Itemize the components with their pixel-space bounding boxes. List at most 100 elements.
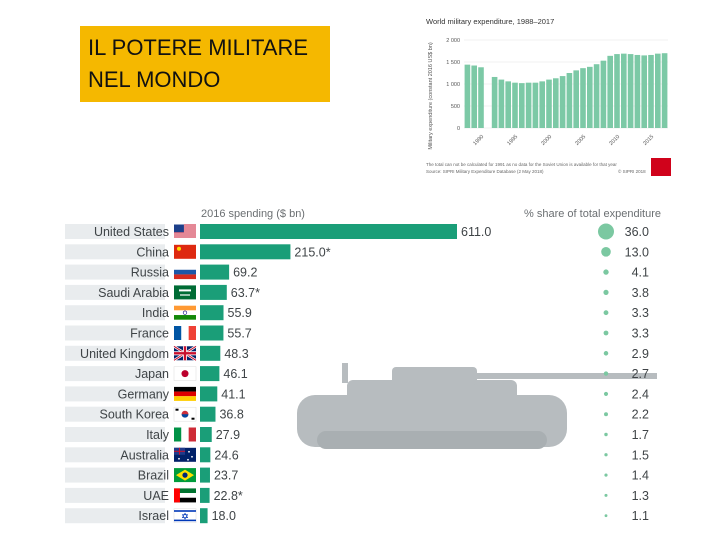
south-korea-flag-icon bbox=[173, 406, 197, 422]
spending-value-label: 18.0 bbox=[212, 509, 236, 523]
spending-bar bbox=[200, 244, 291, 260]
spending-bar bbox=[200, 467, 210, 483]
spending-value-label: 46.1 bbox=[223, 367, 247, 381]
share-value-label: 2.2 bbox=[632, 408, 649, 422]
spending-value-label: 611.0 bbox=[461, 225, 491, 239]
country-label: United Kingdom bbox=[80, 347, 169, 361]
spending-value-label: 23.7 bbox=[214, 469, 238, 483]
mini-bar bbox=[621, 53, 627, 128]
share-header: % share of total expenditure bbox=[524, 208, 661, 220]
title-line-1: IL POTERE MILITARE bbox=[88, 35, 309, 60]
mini-bar bbox=[491, 76, 498, 128]
mini-bar bbox=[532, 82, 539, 128]
mini-bar bbox=[566, 73, 573, 128]
country-label-bg bbox=[65, 284, 165, 300]
spending-bar bbox=[200, 264, 230, 280]
share-circle bbox=[603, 269, 609, 275]
israel-flag-icon bbox=[173, 508, 197, 523]
share-value-label: 3.3 bbox=[632, 306, 649, 320]
mini-bar bbox=[661, 53, 668, 129]
spending-value-label: 69.2 bbox=[233, 266, 257, 280]
mini-y-tick-label: 500 bbox=[451, 104, 460, 110]
mini-y-tick-label: 1 000 bbox=[446, 82, 460, 88]
spending-bar bbox=[200, 366, 220, 382]
mini-chart-title: World military expenditure, 1988–2017 bbox=[426, 17, 554, 26]
brazil-flag-icon bbox=[174, 468, 196, 483]
country-label-bg bbox=[65, 508, 165, 524]
country-label-bg bbox=[65, 244, 165, 260]
title-line-2: NEL MONDO bbox=[88, 67, 221, 92]
share-value-label: 1.1 bbox=[632, 509, 649, 523]
share-circle bbox=[598, 223, 614, 240]
mini-bar bbox=[600, 60, 607, 128]
mini-chart-brand: © SIPRI 2018 bbox=[618, 168, 646, 174]
spending-bar bbox=[200, 386, 218, 402]
country-label-bg bbox=[65, 467, 165, 483]
country-label: United States bbox=[94, 225, 169, 239]
mini-bar bbox=[498, 79, 505, 128]
spending-value-label: 27.9 bbox=[216, 428, 240, 442]
country-label-bg bbox=[65, 325, 165, 341]
spending-value-label: 36.8 bbox=[219, 408, 243, 422]
us-flag-icon bbox=[174, 224, 196, 238]
spending-bar bbox=[200, 406, 216, 422]
uk-flag-icon bbox=[173, 345, 197, 362]
spending-value-label: 215.0* bbox=[294, 245, 330, 259]
mini-bar bbox=[512, 82, 518, 128]
share-value-label: 36.0 bbox=[625, 225, 649, 239]
share-circle bbox=[604, 473, 608, 477]
spending-bar bbox=[200, 487, 210, 503]
spending-bar bbox=[200, 325, 224, 341]
spending-value-label: 63.7* bbox=[231, 286, 260, 300]
country-label: Australia bbox=[120, 448, 169, 462]
country-label-bg bbox=[65, 366, 165, 382]
share-circle bbox=[603, 351, 609, 356]
country-label-bg bbox=[65, 305, 165, 321]
share-circle bbox=[603, 289, 609, 295]
mini-bar bbox=[593, 64, 600, 128]
share-value-label: 1.3 bbox=[632, 489, 649, 503]
country-label: Russia bbox=[131, 266, 169, 280]
mini-bar bbox=[580, 68, 586, 128]
spending-bar bbox=[200, 427, 212, 442]
uae-flag-icon bbox=[174, 488, 196, 503]
share-circle bbox=[604, 453, 608, 457]
share-circle bbox=[603, 371, 609, 376]
share-value-label: 1.5 bbox=[632, 448, 649, 462]
mini-bar bbox=[573, 70, 579, 128]
mini-chart-footnote-2: Source: SIPRI Military Expenditure Datab… bbox=[426, 169, 544, 174]
country-label: India bbox=[142, 306, 169, 320]
share-value-label: 3.3 bbox=[632, 327, 649, 341]
share-value-label: 2.7 bbox=[632, 367, 649, 381]
country-label-bg bbox=[65, 447, 165, 463]
share-circle bbox=[604, 514, 608, 518]
sipri-logo bbox=[651, 158, 671, 176]
share-value-label: 3.8 bbox=[632, 286, 649, 300]
mini-bar bbox=[634, 54, 641, 128]
mini-bar bbox=[478, 67, 484, 128]
germany-flag-icon bbox=[174, 386, 196, 401]
mini-bar bbox=[553, 78, 559, 128]
spending-value-label: 22.8* bbox=[214, 489, 243, 503]
country-label-bg bbox=[65, 487, 165, 503]
country-label: Saudi Arabia bbox=[98, 286, 169, 300]
country-label-bg bbox=[65, 406, 165, 422]
country-label-bg bbox=[65, 224, 165, 239]
country-label: France bbox=[130, 327, 169, 341]
country-label: Israel bbox=[138, 509, 169, 523]
mini-bar bbox=[648, 54, 654, 128]
spending-bar bbox=[200, 305, 224, 321]
mini-bar bbox=[641, 55, 647, 128]
country-label: Germany bbox=[118, 387, 170, 401]
mini-bar bbox=[519, 83, 525, 128]
tank-silhouette-icon bbox=[297, 363, 657, 449]
country-label-bg bbox=[65, 264, 165, 280]
italy-flag-icon bbox=[174, 427, 196, 442]
spending-bar bbox=[200, 345, 221, 361]
spending-value-label: 55.9 bbox=[228, 306, 252, 320]
mini-bar bbox=[471, 65, 477, 128]
share-circle bbox=[604, 432, 608, 437]
saudi-arabia-flag-icon bbox=[174, 285, 196, 300]
russia-flag-icon bbox=[174, 265, 196, 280]
spending-value-label: 41.1 bbox=[221, 387, 245, 401]
